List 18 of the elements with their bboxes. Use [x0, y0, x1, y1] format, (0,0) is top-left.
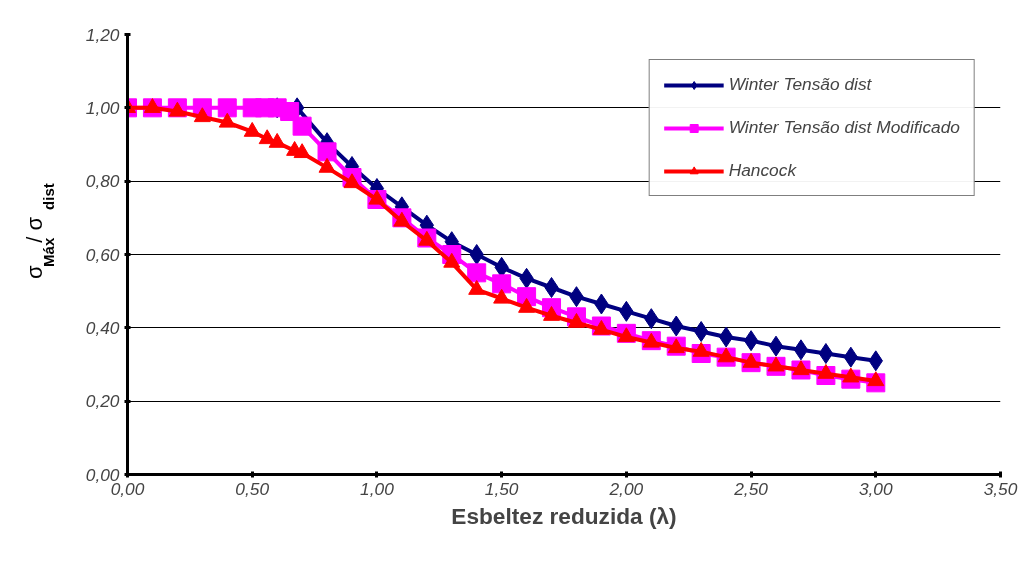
x-tick-label: 3,00 — [858, 478, 894, 499]
y-tick-label: 0,80 — [85, 171, 120, 192]
x-tick-label: 0,50 — [235, 478, 270, 499]
legend-label: Hancock — [728, 160, 797, 181]
y-tick-label: 0,20 — [85, 391, 120, 412]
x-tick-label: 1,00 — [360, 478, 395, 499]
y-tick-label: 1,20 — [85, 24, 120, 45]
x-tick-label: 3,50 — [983, 478, 1018, 499]
y-tick-label: 0,60 — [85, 244, 120, 265]
y-tick-label: 0,40 — [85, 317, 120, 338]
x-tick-label: 2,00 — [608, 478, 644, 499]
x-axis-title: Esbeltez reduzida (λ) — [451, 502, 677, 529]
legend-label: Winter Tensão dist Modificado — [728, 117, 960, 138]
x-tick-label: 2,50 — [733, 478, 769, 499]
x-tick-label: 1,50 — [484, 478, 519, 499]
y-axis-title: σMáx/ σdist — [21, 183, 57, 279]
y-tick-label: 1,00 — [85, 97, 120, 118]
legend-label: Winter Tensão dist — [728, 74, 872, 95]
